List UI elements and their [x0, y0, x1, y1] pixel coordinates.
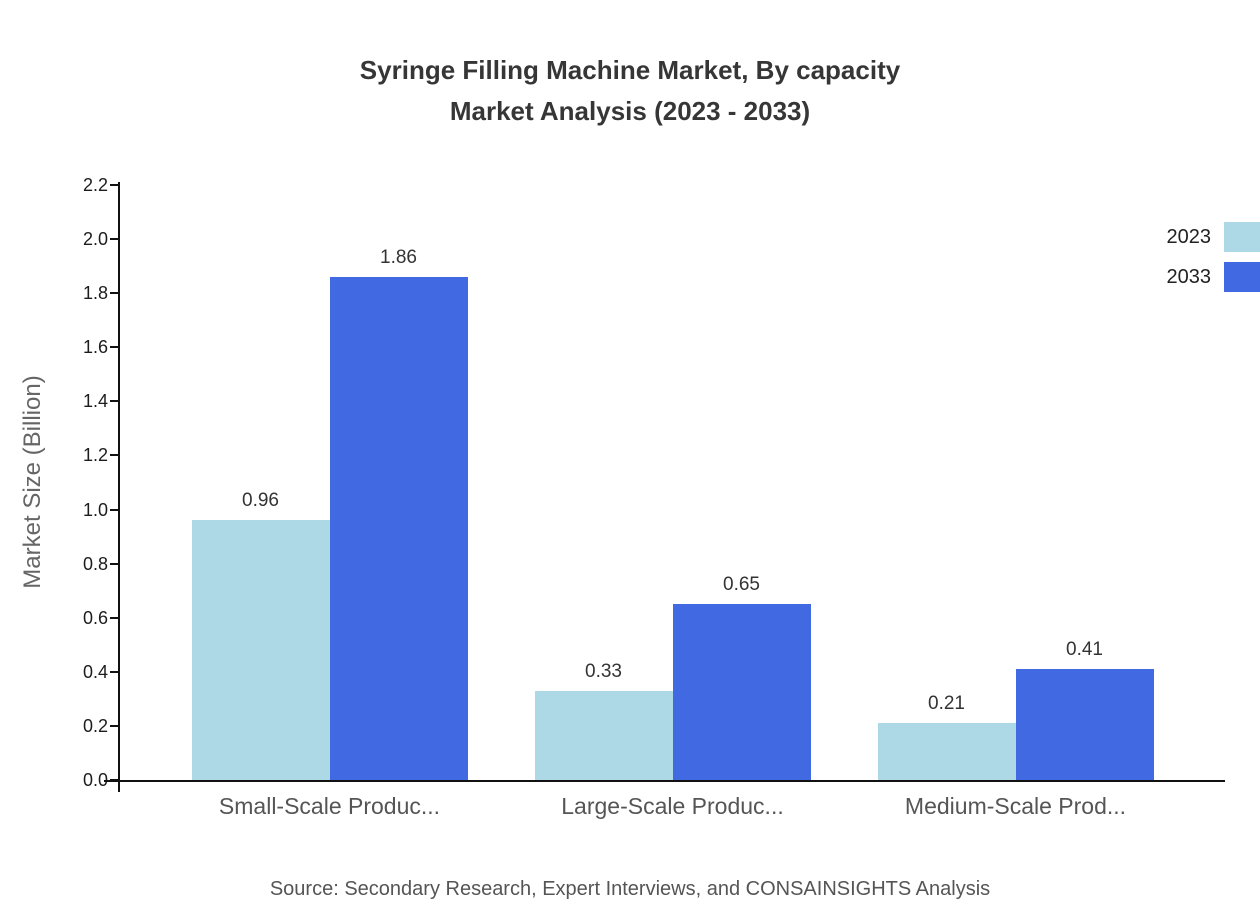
y-tick-mark [110, 400, 119, 403]
chart-title-line2: Market Analysis (2023 - 2033) [449, 96, 811, 126]
legend-item: 2033 [1167, 262, 1260, 292]
bar-value-label: 0.33 [585, 660, 622, 682]
legend: 2023 2033 [1167, 222, 1260, 302]
bar-group: 0.21 0.41 [877, 639, 1154, 780]
legend-swatch [1224, 262, 1260, 292]
y-tick-label: 0.6 [82, 607, 108, 628]
y-axis-line [118, 182, 120, 792]
bar-group: 0.96 1.86 [191, 247, 468, 780]
y-tick-mark [110, 616, 119, 619]
x-axis-labels: Small-Scale Produc... Large-Scale Produc.… [120, 793, 1225, 820]
bar-value-label: 0.65 [723, 574, 760, 596]
y-tick-label: 0.0 [82, 770, 108, 790]
bar-group: 0.33 0.65 [534, 574, 811, 780]
y-tick-mark [110, 454, 119, 457]
bar-groups: 0.96 1.86 0.33 0.65 0.21 0.41 [120, 247, 1225, 780]
bar-value-label: 0.96 [242, 490, 279, 512]
bar-value-label: 0.21 [928, 693, 965, 715]
y-tick-label: 1.0 [82, 499, 108, 520]
y-axis-tick-labels: 0.0 0.2 0.4 0.6 0.8 1.0 1.2 1.4 1.6 1.8 2.0 2.2 [50, 175, 108, 790]
x-axis-line [104, 780, 1225, 782]
y-tick-mark [110, 346, 119, 349]
chart-title-line1: Syringe Filling Machine Market, By capac… [359, 55, 901, 85]
bar-value-label: 0.41 [1066, 639, 1103, 661]
y-tick-mark [110, 292, 119, 295]
y-tick-mark [110, 724, 119, 727]
y-tick-mark [110, 238, 119, 241]
y-tick-label: 2.2 [82, 175, 108, 195]
y-tick-label: 1.8 [82, 283, 108, 304]
y-tick-mark [110, 184, 119, 186]
y-tick-label: 1.6 [82, 337, 108, 358]
x-category-label: Medium-Scale Prod... [904, 793, 1127, 819]
y-tick-label: 0.2 [82, 715, 108, 736]
bar-2023: 0.21 [877, 693, 1016, 780]
y-tick-label: 2.0 [82, 229, 108, 250]
bar-2023: 0.33 [534, 661, 673, 780]
y-tick-mark [110, 670, 119, 673]
y-tick-label: 0.4 [82, 661, 108, 682]
x-category-label: Small-Scale Produc... [218, 793, 441, 819]
legend-swatch [1224, 222, 1260, 252]
legend-label: 2033 [1166, 265, 1212, 288]
y-tick-mark [110, 562, 119, 565]
y-tick-label: 0.8 [82, 553, 108, 574]
bar-2033: 0.41 [1015, 639, 1154, 780]
legend-item: 2023 [1167, 222, 1260, 252]
source-note: Source: Secondary Research, Expert Inter… [269, 878, 991, 900]
legend-label: 2023 [1166, 225, 1212, 248]
y-tick-mark [110, 508, 119, 511]
chart-title: Syringe Filling Machine Market, By capac… [0, 50, 1260, 132]
bar-2033: 1.86 [329, 247, 468, 780]
plot-area: 0.96 1.86 0.33 0.65 0.21 0.41 [120, 185, 1225, 780]
y-axis-title: Market Size (Billion) [19, 375, 46, 589]
y-tick-label: 1.2 [82, 445, 108, 466]
x-category-label: Large-Scale Produc... [561, 793, 784, 819]
y-axis-tick-marks [110, 184, 119, 781]
bar-value-label: 1.86 [380, 246, 417, 268]
bar-2023: 0.96 [191, 490, 330, 780]
y-tick-label: 1.4 [82, 391, 108, 412]
bar-2033: 0.65 [672, 574, 811, 780]
